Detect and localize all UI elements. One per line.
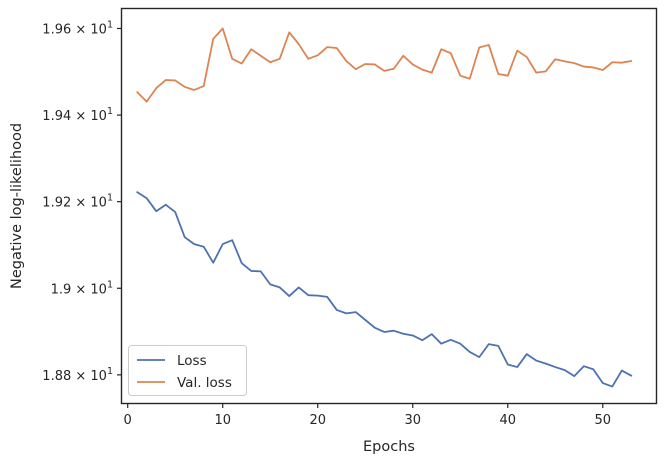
x-tick-label: 20: [309, 413, 326, 428]
legend-label-val-loss: Val. loss: [177, 375, 232, 391]
series-layer: [136, 27, 633, 388]
y-tick-label: 1.9 × 101: [51, 279, 113, 297]
x-tick-label: 40: [499, 413, 516, 428]
x-tick-label: 30: [404, 413, 421, 428]
legend-box: [128, 345, 247, 396]
legend: Loss Val. loss: [128, 345, 247, 396]
x-axis-label: Epochs: [363, 439, 415, 455]
plot-frame: [120, 7, 658, 405]
legend-label-loss: Loss: [177, 353, 207, 369]
x-tick-label: 10: [214, 413, 231, 428]
y-tick-label: 1.96 × 101: [42, 19, 113, 37]
series-line-val-loss: [136, 27, 633, 103]
x-tick-label: 50: [595, 413, 612, 428]
y-tick-label: 1.92 × 101: [42, 193, 113, 211]
ticks-layer: 0 10 20 30 40 50 1.88 × 101 1.9 × 101 1.92 × 101…: [42, 19, 611, 428]
y-tick-label: 1.88 × 101: [42, 366, 113, 384]
y-axis-label: Negative log-likelihood: [9, 123, 25, 289]
series-line-loss: [136, 191, 633, 388]
x-tick-label: 0: [124, 413, 132, 428]
y-tick-label: 1.94 × 101: [42, 106, 113, 124]
